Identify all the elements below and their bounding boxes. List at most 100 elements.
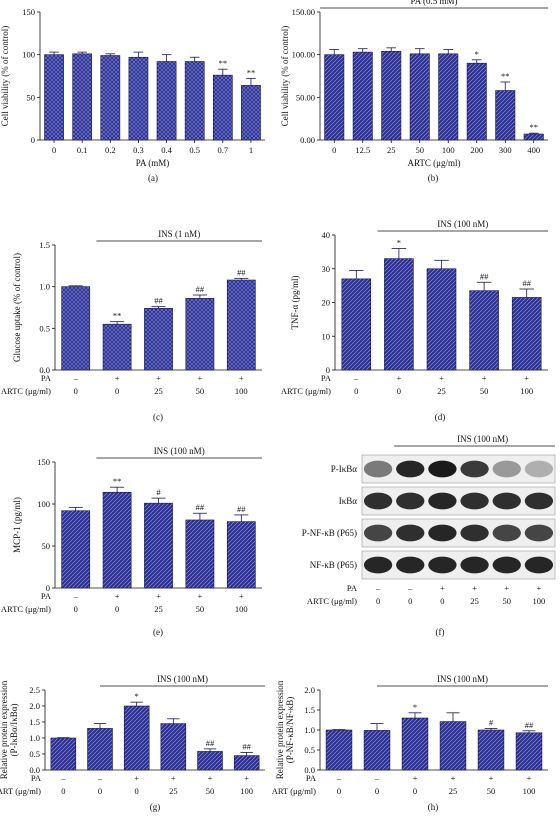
y-tick-label: 0.0: [39, 365, 50, 375]
x-axis-label: PA (mM): [136, 158, 169, 168]
x-tick-label: 100: [442, 145, 455, 155]
condition-value: +: [413, 773, 418, 783]
condition-value: –: [353, 373, 359, 383]
condition-value: 100: [235, 604, 248, 614]
y-tick-label: 150: [37, 457, 50, 467]
significance-mark: *: [413, 702, 417, 712]
group-label: INS (1 nM): [158, 229, 200, 239]
bar: [233, 755, 260, 771]
condition-value: +: [115, 373, 120, 383]
y-tick-label: 1.5: [39, 240, 50, 250]
bar: [144, 308, 173, 371]
y-axis-label: Relative protein expression(P-IκBα/IκBα): [0, 680, 19, 779]
y-tick-label: 2.0: [29, 701, 40, 711]
condition-row-label: ART (μg/ml): [0, 786, 41, 796]
blot-band: [428, 556, 457, 574]
blot-band: [460, 556, 489, 574]
condition-value: +: [134, 773, 139, 783]
bar: [381, 50, 402, 141]
significance-mark: ##: [242, 741, 251, 751]
condition-row-label: PA: [321, 373, 332, 383]
condition-value: 100: [520, 386, 533, 396]
condition-row-label: ARTC (μg/ml): [281, 386, 331, 396]
panel-d: 0 10 20 30 40 TNF-α (pg/ml) * ## ## INS (100 nM) P…: [281, 219, 548, 422]
condition-value: +: [244, 773, 249, 783]
bar: [72, 53, 93, 141]
condition-value: +: [537, 583, 542, 593]
y-tick-label: 100: [22, 50, 35, 60]
bar: [61, 510, 91, 589]
panel-label: (d): [435, 412, 446, 422]
bar: [466, 62, 487, 141]
condition-value: –: [97, 773, 103, 783]
bar: [325, 729, 353, 771]
blot-band: [396, 556, 425, 574]
y-tick-label: 0: [31, 135, 35, 145]
significance-mark: **: [113, 311, 122, 321]
condition-row-label: PA: [31, 773, 42, 783]
bar: [226, 279, 256, 371]
y-tick-label: 0.5: [304, 745, 315, 755]
panel-f: INS (100 nM) P-IκBα IκBα P-NF-κB (P65) NF-κB…: [302, 434, 556, 637]
y-tick-label: 0: [326, 365, 330, 375]
condition-value: 25: [437, 386, 446, 396]
bar: [409, 53, 430, 141]
bar: [384, 258, 414, 371]
condition-row-label: PA: [347, 583, 358, 593]
blot-band: [428, 460, 457, 478]
y-axis-label: Cell viability (% of control): [0, 26, 10, 126]
significance-mark: **: [530, 122, 539, 132]
blot-band: [460, 524, 489, 542]
condition-value: +: [198, 591, 203, 601]
blot-row-label: NF-κB (P65): [310, 560, 357, 570]
significance-mark: **: [219, 58, 228, 68]
panel-g: 0.0 0.5 1.0 1.5 2.0 2.5 Relative protein expre…: [0, 674, 265, 812]
bar: [123, 705, 150, 771]
condition-value: +: [451, 773, 456, 783]
group-label: INS (100 nM): [157, 674, 208, 684]
x-tick-label: 0.5: [189, 145, 200, 155]
condition-value: 100: [533, 596, 546, 606]
bar: [426, 268, 457, 371]
blot-band: [363, 524, 393, 542]
condition-value: –: [73, 373, 79, 383]
y-tick-label: 50: [27, 92, 36, 102]
condition-value: 25: [154, 386, 163, 396]
blot-row-label: IκBα: [339, 496, 358, 506]
condition-value: 50: [487, 786, 496, 796]
bar: [50, 737, 77, 771]
condition-value: +: [198, 373, 203, 383]
bar: [212, 74, 233, 141]
bar: [352, 51, 373, 141]
bar: [61, 286, 91, 371]
bar: [185, 298, 215, 371]
bar: [226, 521, 256, 589]
condition-value: 0: [337, 786, 341, 796]
condition-value: 100: [240, 786, 253, 796]
bar: [523, 133, 544, 141]
blot-band: [460, 460, 489, 478]
blot-band: [396, 492, 425, 510]
bar: [511, 297, 542, 371]
bar: [100, 55, 121, 141]
y-tick-label: 1.0: [29, 733, 40, 743]
bar: [156, 61, 177, 141]
x-tick-label: 12.5: [355, 145, 370, 155]
significance-mark: **: [501, 71, 510, 81]
condition-value: +: [439, 373, 444, 383]
group-label: INS (100 nM): [457, 434, 508, 444]
y-tick-label: 50.00: [296, 92, 315, 102]
condition-value: 100: [235, 386, 248, 396]
y-axis-label-line1: Relative protein expression: [0, 680, 9, 779]
bar: [477, 729, 505, 771]
condition-value: 50: [196, 386, 205, 396]
condition-value: 25: [449, 786, 458, 796]
condition-value: +: [482, 373, 487, 383]
blot-band: [524, 556, 554, 574]
blot-band: [492, 524, 521, 542]
condition-value: 50: [206, 786, 215, 796]
condition-value: +: [171, 773, 176, 783]
significance-mark: ##: [196, 284, 205, 294]
